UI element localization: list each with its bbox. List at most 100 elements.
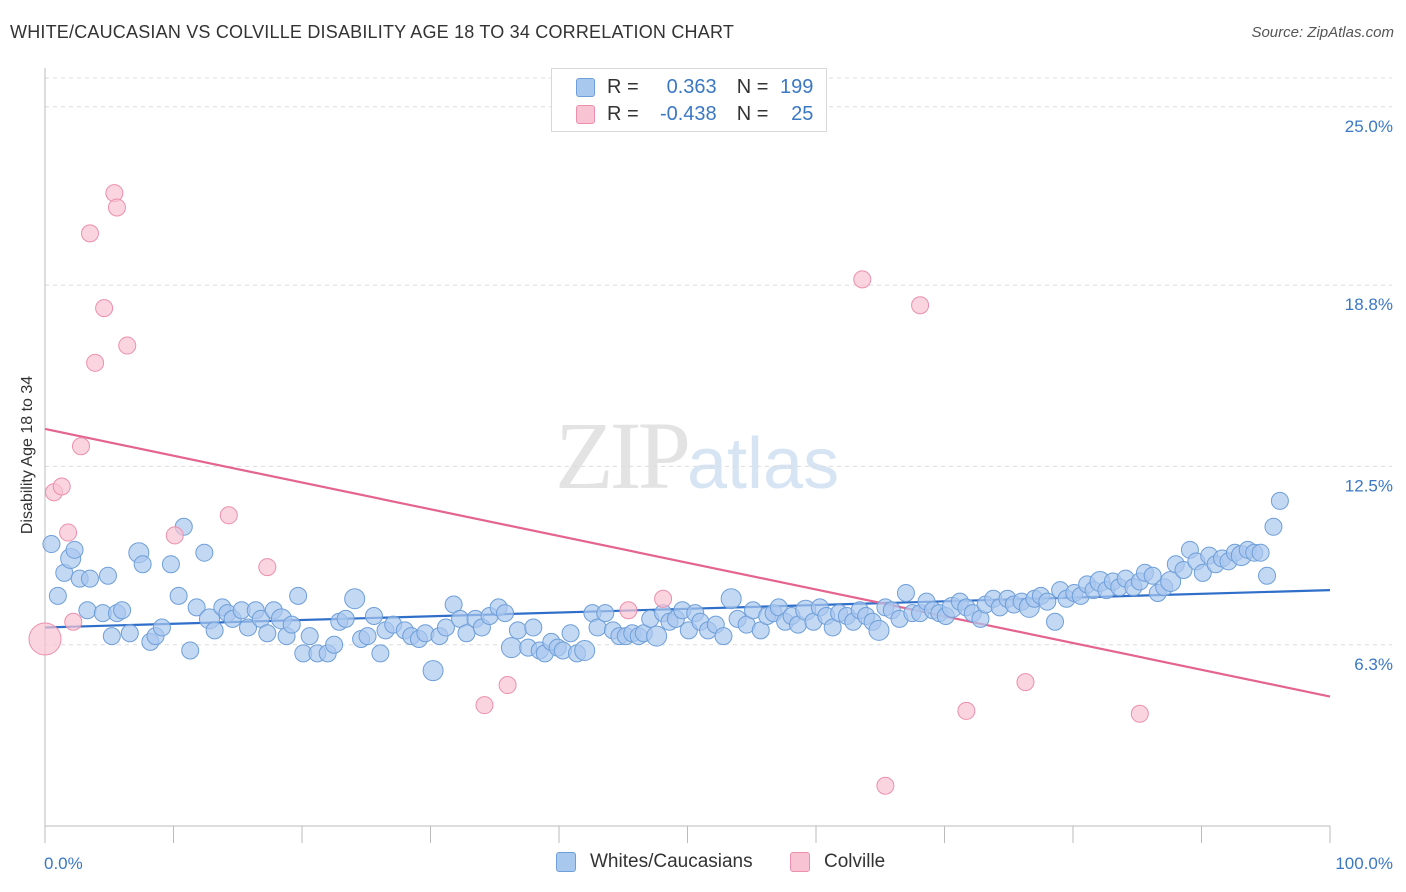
legend-r-label: R = xyxy=(607,102,639,125)
legend-row-colville: R = -0.438 N = 25 xyxy=(576,102,813,126)
point-colville xyxy=(59,523,78,542)
x-tick-label-end: 100.0% xyxy=(1335,854,1393,873)
point-whites xyxy=(120,624,139,643)
point-whites xyxy=(205,621,224,640)
y-tick-label: 18.8% xyxy=(1345,295,1393,314)
point-whites xyxy=(364,606,383,625)
point-whites xyxy=(868,619,890,641)
bottom-legend-label-colville: Colville xyxy=(824,851,886,872)
legend-swatch-whites xyxy=(576,77,595,97)
point-colville xyxy=(80,224,99,243)
legend-swatch-colville xyxy=(576,104,595,124)
point-whites xyxy=(574,640,596,662)
point-whites xyxy=(48,586,67,605)
point-whites xyxy=(436,618,455,637)
point-whites xyxy=(1251,543,1270,562)
chart-title: WHITE/CAUCASIAN VS COLVILLE DISABILITY A… xyxy=(10,22,735,42)
point-whites xyxy=(720,588,742,610)
axes xyxy=(44,68,1331,843)
y-tick-label: 12.5% xyxy=(1345,476,1393,495)
point-colville xyxy=(52,477,71,496)
data-points xyxy=(28,184,1289,795)
legend-r-value: -0.438 xyxy=(659,102,717,125)
legend-row-whites: R = 0.363 N = 199 xyxy=(576,75,813,99)
point-whites xyxy=(561,624,580,643)
point-whites xyxy=(300,627,319,646)
point-whites xyxy=(152,618,171,637)
point-whites xyxy=(1174,560,1193,579)
point-whites xyxy=(422,660,444,682)
point-whites xyxy=(344,588,366,610)
point-whites xyxy=(1270,491,1289,510)
legend: R = 0.363 N = 199 R = -0.438 N = 25 xyxy=(551,68,827,132)
chart-source: Source: ZipAtlas.com xyxy=(1251,24,1394,41)
point-whites xyxy=(65,540,84,559)
point-whites xyxy=(98,566,117,585)
point-colville xyxy=(876,776,895,795)
legend-n-value: 199 xyxy=(780,75,814,98)
point-whites xyxy=(496,604,515,623)
bottom-legend-colville: Colville xyxy=(790,851,885,873)
point-whites xyxy=(133,555,152,574)
point-whites xyxy=(289,586,308,605)
point-whites xyxy=(325,635,344,654)
point-colville xyxy=(165,526,184,545)
point-whites xyxy=(239,618,258,637)
point-colville xyxy=(475,696,494,715)
bottom-legend-swatch-colville xyxy=(790,852,810,872)
legend-n-label: N = xyxy=(736,75,769,98)
point-colville xyxy=(498,676,517,695)
point-whites xyxy=(1143,566,1162,585)
bottom-legend-whites: Whites/Caucasians xyxy=(556,851,753,873)
tick-labels: 6.3% 12.5% 18.8% 25.0% 0.0% 100.0% xyxy=(44,117,1393,873)
point-colville xyxy=(86,353,105,372)
point-whites xyxy=(80,569,99,588)
point-colville xyxy=(654,589,673,608)
point-whites xyxy=(1046,612,1065,631)
point-whites xyxy=(896,583,915,602)
point-colville xyxy=(1130,704,1149,723)
point-colville xyxy=(64,612,83,631)
point-whites xyxy=(646,625,668,647)
point-colville xyxy=(258,558,277,577)
point-whites xyxy=(596,604,615,623)
point-whites xyxy=(181,641,200,660)
point-whites xyxy=(78,601,97,620)
point-colville xyxy=(107,198,126,217)
point-whites xyxy=(508,621,527,640)
point-whites xyxy=(195,543,214,562)
point-whites xyxy=(500,637,522,659)
point-colville xyxy=(619,601,638,620)
point-whites xyxy=(187,598,206,617)
legend-n-label: N = xyxy=(736,102,769,125)
trend-line-colville xyxy=(44,427,1331,698)
bottom-legend-swatch-whites xyxy=(556,852,576,872)
point-whites xyxy=(113,601,132,620)
point-whites xyxy=(336,609,355,628)
point-whites xyxy=(371,644,390,663)
point-colville xyxy=(853,270,872,289)
point-colville xyxy=(28,622,62,656)
point-colville xyxy=(1016,673,1035,692)
point-whites xyxy=(1264,517,1283,536)
legend-r-label: R = xyxy=(607,75,639,98)
point-colville xyxy=(219,506,238,525)
point-whites xyxy=(161,555,180,574)
point-whites xyxy=(1038,592,1057,611)
point-colville xyxy=(95,299,114,318)
point-whites xyxy=(1258,566,1277,585)
trend-lines xyxy=(44,427,1331,698)
point-colville xyxy=(118,336,137,355)
point-colville xyxy=(911,296,930,315)
legend-r-value: 0.363 xyxy=(666,75,717,98)
point-whites xyxy=(169,586,188,605)
point-whites xyxy=(524,618,543,637)
point-whites xyxy=(42,535,61,554)
legend-n-value: 25 xyxy=(791,102,814,125)
point-whites xyxy=(714,627,733,646)
point-whites xyxy=(282,615,301,634)
point-whites xyxy=(1193,563,1212,582)
x-tick-label-start: 0.0% xyxy=(44,854,83,873)
y-tick-label: 6.3% xyxy=(1354,655,1393,674)
